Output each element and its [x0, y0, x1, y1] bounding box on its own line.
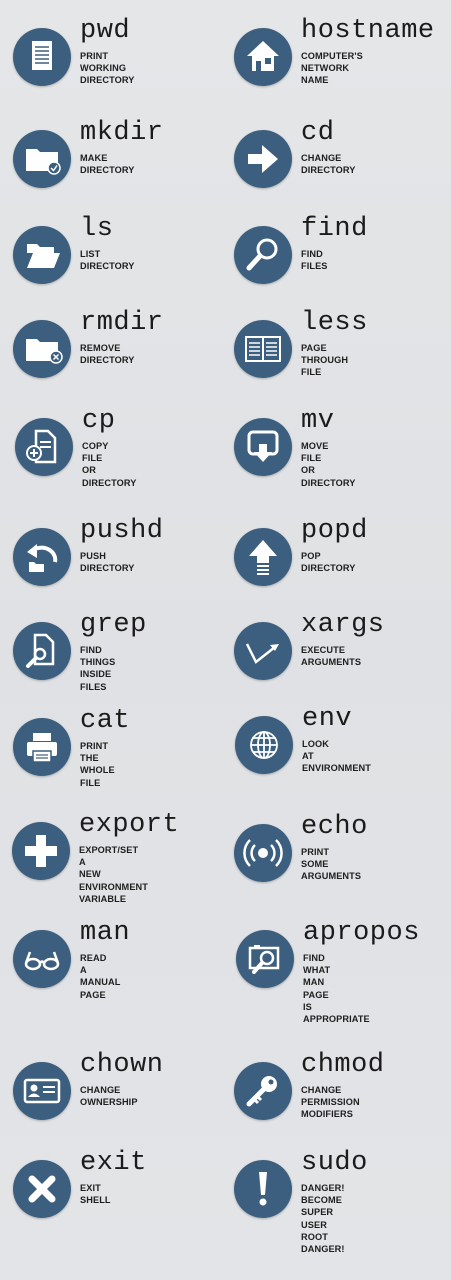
arrow-right-icon: [234, 130, 292, 188]
printer-icon: [13, 718, 71, 776]
command-name: rmdir: [80, 308, 164, 338]
command-name: chown: [80, 1050, 164, 1080]
house-icon: [234, 28, 292, 86]
move-down-icon: [234, 418, 292, 476]
command-chown: chown CHANGE OWNERSHIP: [13, 1050, 238, 1162]
folder-check-icon: [13, 130, 71, 188]
command-name: less: [301, 308, 368, 338]
command-description: MOVE FILE OR DIRECTORY: [301, 441, 356, 488]
open-folder-icon: [13, 226, 71, 284]
check-arrow-icon: [234, 622, 292, 680]
command-name: find: [301, 214, 368, 244]
command-name: exit: [80, 1148, 147, 1178]
command-hostname: hostname COMPUTER'S NETWORK NAME: [234, 16, 451, 128]
command-description: PAGE THROUGH FILE: [301, 343, 349, 378]
command-xargs: xargs EXECUTE ARGUMENTS: [234, 610, 451, 722]
command-name: cd: [301, 118, 335, 148]
command-description: EXIT SHELL: [80, 1183, 111, 1206]
command-description: COPY FILE OR DIRECTORY: [82, 441, 137, 488]
command-name: apropos: [303, 918, 420, 948]
globe-icon: [235, 716, 293, 774]
command-name: export: [79, 810, 180, 840]
file-search-icon: [13, 622, 71, 680]
command-mv: mv MOVE FILE OR DIRECTORY: [234, 406, 451, 518]
command-name: xargs: [301, 610, 385, 640]
command-description: REMOVE DIRECTORY: [80, 343, 135, 366]
command-grep: grep FIND THINGS INSIDE FILES: [13, 610, 238, 722]
command-name: echo: [301, 812, 368, 842]
command-apropos: apropos FIND WHAT MAN PAGE IS APPROPRIAT…: [236, 918, 451, 1030]
command-description: POP DIRECTORY: [301, 551, 356, 574]
command-description: FIND WHAT MAN PAGE IS APPROPRIATE: [303, 953, 370, 1025]
command-name: mkdir: [80, 118, 164, 148]
command-echo: echo PRINT SOME ARGUMENTS: [234, 812, 451, 924]
arrow-up-icon: [234, 528, 292, 586]
command-popd: popd POP DIRECTORY: [234, 516, 451, 628]
command-name: popd: [301, 516, 368, 546]
command-chmod: chmod CHANGE PERMISSION MODIFIERS: [234, 1050, 451, 1162]
command-exit: exit EXIT SHELL: [13, 1148, 238, 1260]
command-mkdir: mkdir MAKE DIRECTORY: [13, 118, 238, 230]
command-cat: cat PRINT THE WHOLE FILE: [13, 706, 238, 818]
command-name: hostname: [301, 16, 435, 46]
command-description: CHANGE PERMISSION MODIFIERS: [301, 1085, 360, 1120]
command-description: EXPORT/SET A NEW ENVIRONMENT VARIABLE: [79, 845, 148, 904]
command-cd: cd CHANGE DIRECTORY: [234, 118, 451, 230]
command-env: env LOOK AT ENVIRONMENT: [235, 704, 451, 816]
command-name: cp: [82, 406, 116, 436]
open-book-icon: [234, 320, 292, 378]
command-description: COMPUTER'S NETWORK NAME: [301, 51, 363, 86]
x-icon: [13, 1160, 71, 1218]
file-add-icon: [15, 418, 73, 476]
command-name: grep: [80, 610, 147, 640]
command-name: sudo: [301, 1148, 368, 1178]
command-less: less PAGE THROUGH FILE: [234, 308, 451, 420]
command-description: PRINT SOME ARGUMENTS: [301, 847, 362, 882]
magnifier-icon: [234, 226, 292, 284]
command-name: chmod: [301, 1050, 385, 1080]
command-description: CHANGE DIRECTORY: [301, 153, 356, 176]
plus-icon: [12, 822, 70, 880]
command-name: pwd: [80, 16, 131, 46]
id-card-icon: [13, 1062, 71, 1120]
command-name: ls: [80, 214, 114, 244]
command-sudo: sudo DANGER! BECOME SUPER USER ROOT DANG…: [234, 1148, 451, 1260]
command-man: man READ A MANUAL PAGE: [13, 918, 238, 1030]
command-pwd: pwd PRINT WORKING DIRECTORY: [13, 16, 238, 128]
image-search-icon: [236, 930, 294, 988]
command-ls: ls LIST DIRECTORY: [13, 214, 238, 326]
command-rmdir: rmdir REMOVE DIRECTORY: [13, 308, 238, 420]
command-name: man: [80, 918, 131, 948]
exclamation-icon: [234, 1160, 292, 1218]
command-description: EXECUTE ARGUMENTS: [301, 645, 362, 668]
command-description: FIND FILES: [301, 249, 328, 272]
command-description: LOOK AT ENVIRONMENT: [302, 739, 371, 774]
command-description: FIND THINGS INSIDE FILES: [80, 645, 116, 692]
command-export: export EXPORT/SET A NEW ENVIRONMENT VARI…: [12, 810, 237, 922]
command-name: cat: [80, 706, 131, 736]
document-icon: [13, 28, 71, 86]
command-find: find FIND FILES: [234, 214, 451, 326]
folder-remove-icon: [13, 320, 71, 378]
command-name: env: [302, 704, 353, 734]
glasses-icon: [13, 930, 71, 988]
command-name: pushd: [80, 516, 164, 546]
command-name: mv: [301, 406, 335, 436]
command-description: PRINT THE WHOLE FILE: [80, 741, 115, 788]
command-description: CHANGE OWNERSHIP: [80, 1085, 138, 1108]
command-description: LIST DIRECTORY: [80, 249, 135, 272]
command-description: PRINT WORKING DIRECTORY: [80, 51, 135, 86]
undo-folder-icon: [13, 528, 71, 586]
command-pushd: pushd PUSH DIRECTORY: [13, 516, 238, 628]
command-description: PUSH DIRECTORY: [80, 551, 135, 574]
broadcast-icon: [234, 824, 292, 882]
command-description: DANGER! BECOME SUPER USER ROOT DANGER!: [301, 1183, 345, 1255]
key-icon: [234, 1062, 292, 1120]
command-description: READ A MANUAL PAGE: [80, 953, 121, 1000]
command-description: MAKE DIRECTORY: [80, 153, 135, 176]
command-cp: cp COPY FILE OR DIRECTORY: [15, 406, 240, 518]
